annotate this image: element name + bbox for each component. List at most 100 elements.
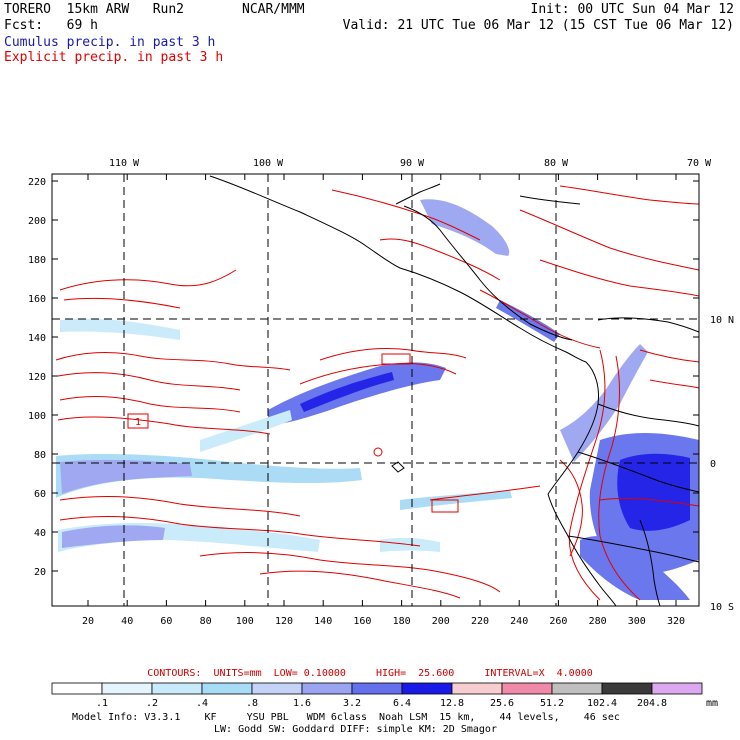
colorbar-label-0: .1 — [96, 698, 108, 709]
explicit-contour-andes3 — [559, 459, 583, 557]
lon-label-4: 70 W — [687, 158, 712, 169]
colorbar-label-7: 12.8 — [440, 698, 464, 709]
x-tick-label-300: 300 — [628, 616, 646, 627]
cumulus-peru — [580, 536, 690, 600]
lon-label-1: 100 W — [253, 158, 284, 169]
cumulus-band-south-core — [62, 525, 165, 548]
coastline-layer — [209, 175, 699, 606]
border-cuba — [519, 195, 581, 205]
colorbar-cell-5 — [301, 682, 353, 695]
y-tick-label-100: 100 — [28, 411, 46, 422]
x-tick-label-260: 260 — [549, 616, 567, 627]
colorbar-cell-9 — [501, 682, 553, 695]
y-tick-label-80: 80 — [34, 450, 46, 461]
explicit-contour-w2 — [57, 372, 241, 391]
x-tick-label-220: 220 — [471, 616, 489, 627]
colorbar-label-11: 204.8 — [637, 698, 667, 709]
x-tick-label-80: 80 — [200, 616, 212, 627]
y-tick-label-160: 160 — [28, 294, 46, 305]
explicit-contour-mid — [319, 348, 467, 361]
colorbar-label-5: 3.2 — [343, 698, 361, 709]
colorbar-cell-4 — [251, 682, 303, 695]
colorbar-label-10: 102.4 — [587, 698, 617, 709]
colorbar-units: mm — [706, 698, 719, 709]
y-axis-ticks: 220 200 180 160 140 120 100 80 60 40 20 — [28, 177, 699, 578]
explicit-contour-w3 — [59, 396, 241, 413]
model-title: TORERO 15km ARW Run2 — [4, 2, 185, 17]
x-tick-label-200: 200 — [432, 616, 450, 627]
cumulus-north-band — [60, 318, 180, 340]
colorbar-label-6: 6.4 — [393, 698, 411, 709]
forecast-hour: Fcst: 69 h — [4, 18, 98, 33]
x-tick-label-320: 320 — [667, 616, 685, 627]
lat-label-1: 0 — [710, 459, 716, 470]
x-tick-label-20: 20 — [82, 616, 94, 627]
latlon-grid — [52, 174, 699, 606]
map-frame-border — [51, 173, 700, 607]
colorbar-cell-12 — [651, 682, 703, 695]
explicit-contour-ne — [559, 185, 699, 205]
explicit-contour-nw — [59, 269, 237, 309]
colorbar-label-4: 1.6 — [293, 698, 311, 709]
explicit-box-2 — [381, 353, 411, 365]
explicit-contour-eq — [429, 485, 541, 501]
y-tick-label-120: 120 — [28, 372, 46, 383]
colorbar-cell-10 — [551, 682, 603, 695]
explicit-contour-ca2 — [379, 238, 501, 281]
border-inland-1 — [597, 403, 699, 427]
lat-label-0: 10 N — [710, 315, 734, 326]
x-tick-label-180: 180 — [393, 616, 411, 627]
contour-info: CONTOURS: UNITS=mm LOW= 0.10000 HIGH= 25… — [147, 668, 593, 679]
right-lat-labels: 10 N 0 10 S — [710, 315, 734, 613]
explicit-contour-carib2 — [539, 259, 699, 297]
x-axis-ticks: 20 40 60 80 100 120 140 160 180 200 220 240 260 280 30… — [82, 174, 685, 627]
explicit-contour-ca1 — [331, 189, 481, 241]
border-inland-4 — [639, 519, 661, 606]
colorbar-cell-6 — [351, 682, 403, 695]
explicit-contour-s2 — [59, 516, 421, 547]
model-info: Model Info: V3.3.1 KF YSU PBL WDM 6class… — [72, 712, 620, 723]
colorbar-label-2: .4 — [196, 698, 208, 709]
border-inland-2 — [577, 451, 699, 493]
cumulus-diag-band — [268, 362, 446, 425]
explicit-contour-w4 — [57, 416, 271, 435]
x-tick-label-100: 100 — [236, 616, 254, 627]
coast-yucatan — [395, 183, 441, 205]
colorbar-cell-11 — [601, 682, 653, 695]
explicit-contour-s3 — [199, 552, 501, 593]
colorbar-cell-7 — [401, 682, 453, 695]
explicit-contour-amz — [639, 349, 699, 389]
org-label: NCAR/MMM — [242, 2, 305, 17]
y-tick-label-60: 60 — [34, 489, 46, 500]
lon-label-2: 90 W — [400, 158, 425, 169]
model-physics: LW: Godd SW: Goddard DIFF: simple KM: 2D… — [214, 724, 497, 735]
colorbar-label-9: 51.2 — [540, 698, 564, 709]
cumulus-diag-core — [300, 372, 394, 412]
x-tick-label-40: 40 — [121, 616, 133, 627]
explicit-contour-w1 — [55, 352, 291, 371]
y-tick-label-220: 220 — [28, 177, 46, 188]
y-tick-label-20: 20 — [34, 567, 46, 578]
y-tick-label-200: 200 — [28, 216, 46, 227]
lat-label-2: 10 S — [710, 602, 734, 613]
colorbar-label-1: .2 — [146, 698, 158, 709]
legend-cumulus: Cumulus precip. in past 3 h — [4, 35, 216, 50]
border-inland-3 — [567, 535, 699, 563]
legend-explicit: Explicit precip. in past 3 h — [4, 50, 224, 65]
explicit-box-3 — [431, 499, 459, 513]
colorbar-label-8: 25.6 — [490, 698, 514, 709]
colorbar-cell-8 — [451, 682, 503, 695]
cumulus-central-america — [420, 199, 510, 256]
colorbar-label-3: .8 — [246, 698, 258, 709]
explicit-contour-andes2 — [598, 355, 641, 601]
x-tick-label-280: 280 — [589, 616, 607, 627]
colorbar-cell-2 — [151, 682, 203, 695]
x-tick-label-60: 60 — [160, 616, 172, 627]
explicit-contour-south-e — [599, 497, 699, 507]
cumulus-amazon-core — [617, 453, 690, 531]
colorbar: .1 .2 .4 .8 1.6 3.2 6.4 12.8 25.6 51.2 102.4 204.8 — [51, 682, 703, 709]
cumulus-band-itcz-west-core — [60, 459, 192, 494]
x-tick-label-160: 160 — [353, 616, 371, 627]
coast-venezuela — [597, 317, 699, 333]
